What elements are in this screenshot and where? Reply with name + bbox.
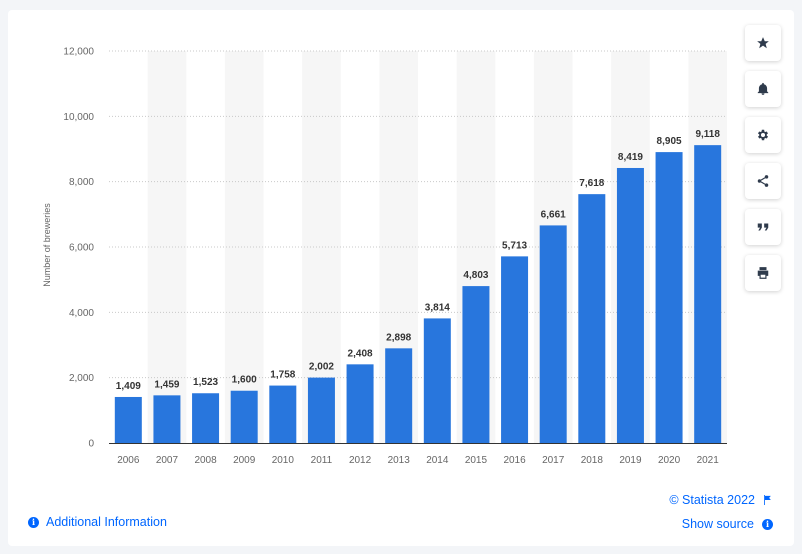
print-icon xyxy=(757,267,769,279)
settings-button[interactable] xyxy=(745,117,781,153)
bar-chart: 0 2,000 4,000 6,000 8,000 10,000 12,000 Number … xyxy=(42,47,727,466)
x-tick-label: 2009 xyxy=(233,455,256,466)
x-tick-label: 2017 xyxy=(542,455,565,466)
x-tick-label: 2013 xyxy=(388,455,411,466)
data-label: 8,905 xyxy=(657,136,682,147)
chart-card: 0 2,000 4,000 6,000 8,000 10,000 12,000 Number … xyxy=(8,10,794,546)
bar xyxy=(501,256,529,443)
bar xyxy=(192,393,220,443)
data-label: 4,803 xyxy=(463,270,488,281)
bar xyxy=(655,152,683,443)
x-tick-label: 2018 xyxy=(581,455,604,466)
x-tick-label: 2011 xyxy=(311,455,333,466)
data-label: 3,814 xyxy=(425,302,450,313)
chart-toolbar xyxy=(745,25,783,301)
y-tick-label: 12,000 xyxy=(63,47,94,58)
data-label: 1,459 xyxy=(154,379,179,390)
show-source-label: Show source xyxy=(681,517,754,531)
y-tick-label: 6,000 xyxy=(69,243,94,254)
y-axis-title: Number of breweries xyxy=(42,203,52,287)
data-label: 2,898 xyxy=(386,332,411,343)
bar xyxy=(694,145,722,444)
data-label: 1,600 xyxy=(232,375,257,386)
star-icon xyxy=(757,37,769,49)
y-tick-label: 8,000 xyxy=(69,177,94,188)
y-tick-label: 4,000 xyxy=(69,308,94,319)
share-icon xyxy=(757,175,769,187)
y-tick-label: 10,000 xyxy=(63,112,94,123)
x-tick-label: 2019 xyxy=(619,455,642,466)
data-label: 1,758 xyxy=(270,370,295,381)
x-tick-label: 2020 xyxy=(658,455,681,466)
additional-information-label: Additional Information xyxy=(46,515,167,529)
info-icon: i xyxy=(28,516,39,528)
flag-icon xyxy=(764,495,771,505)
bar xyxy=(423,318,451,443)
quote-icon xyxy=(757,223,769,231)
copyright[interactable]: © Statista 2022 xyxy=(669,493,772,507)
copyright-label: © Statista 2022 xyxy=(669,493,755,507)
bar xyxy=(462,286,490,443)
cite-button[interactable] xyxy=(745,209,781,245)
data-label: 1,409 xyxy=(116,381,141,392)
x-tick-label: 2007 xyxy=(156,455,179,466)
bar xyxy=(539,225,567,443)
x-tick-label: 2010 xyxy=(272,455,295,466)
x-tick-label: 2015 xyxy=(465,455,488,466)
bar xyxy=(230,390,258,443)
bar xyxy=(346,364,374,443)
x-tick-label: 2012 xyxy=(349,455,372,466)
data-label: 1,523 xyxy=(193,377,218,388)
data-label: 6,661 xyxy=(541,209,566,220)
x-tick-label: 2016 xyxy=(503,455,526,466)
data-label: 5,713 xyxy=(502,240,527,251)
bar xyxy=(269,385,297,443)
bar xyxy=(578,194,606,443)
x-tick-label: 2006 xyxy=(117,455,140,466)
bell-icon xyxy=(757,82,769,95)
data-label: 2,408 xyxy=(348,348,373,359)
show-source-link[interactable]: Show source i xyxy=(682,517,773,531)
y-tick-label: 0 xyxy=(88,439,94,450)
additional-information-link[interactable]: i Additional Information xyxy=(28,515,167,529)
bar xyxy=(616,167,644,443)
x-tick-label: 2021 xyxy=(697,455,720,466)
share-button[interactable] xyxy=(745,163,781,199)
bar xyxy=(307,377,335,443)
info-icon: i xyxy=(762,518,773,530)
data-label: 9,118 xyxy=(695,129,720,140)
data-label: 7,618 xyxy=(579,178,604,189)
gear-icon xyxy=(757,129,769,141)
x-tick-label: 2008 xyxy=(194,455,217,466)
print-button[interactable] xyxy=(745,255,781,291)
bar xyxy=(153,395,181,443)
data-label: 8,419 xyxy=(618,152,643,163)
y-tick-label: 2,000 xyxy=(69,373,94,384)
favorite-button[interactable] xyxy=(745,25,781,61)
x-tick-label: 2014 xyxy=(426,455,449,466)
data-label: 2,002 xyxy=(309,362,334,373)
bar xyxy=(385,348,413,443)
bar xyxy=(114,396,142,443)
notification-button[interactable] xyxy=(745,71,781,107)
